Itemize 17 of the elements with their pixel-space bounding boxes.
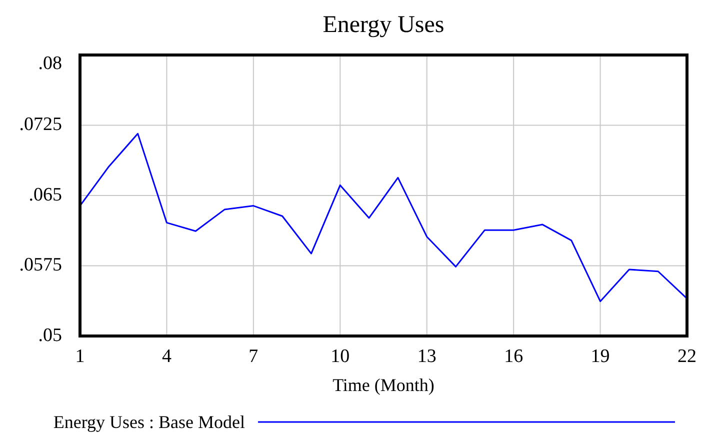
- x-tick-label: 4: [162, 346, 172, 367]
- x-tick-label: 1: [75, 346, 85, 367]
- y-tick-label: .0725: [19, 114, 62, 136]
- x-tick-label: 22: [678, 346, 696, 367]
- chart-title: Energy Uses: [322, 12, 444, 38]
- y-tick-label: .08: [38, 53, 62, 74]
- x-tick-label: 13: [417, 346, 436, 367]
- y-tick-label: .065: [28, 184, 62, 206]
- x-tick-label: 19: [590, 346, 610, 367]
- text: Energy Uses : Base Model: [53, 412, 245, 432]
- x-tick-label: 7: [248, 346, 258, 367]
- y-tick-label: .05: [38, 324, 62, 346]
- y-tick-label: .0575: [19, 254, 62, 276]
- x-tick-label: 16: [504, 346, 524, 367]
- x-axis-title: Time (Month): [332, 375, 434, 395]
- x-tick-label: 10: [330, 346, 350, 367]
- line-series: [79, 132, 688, 302]
